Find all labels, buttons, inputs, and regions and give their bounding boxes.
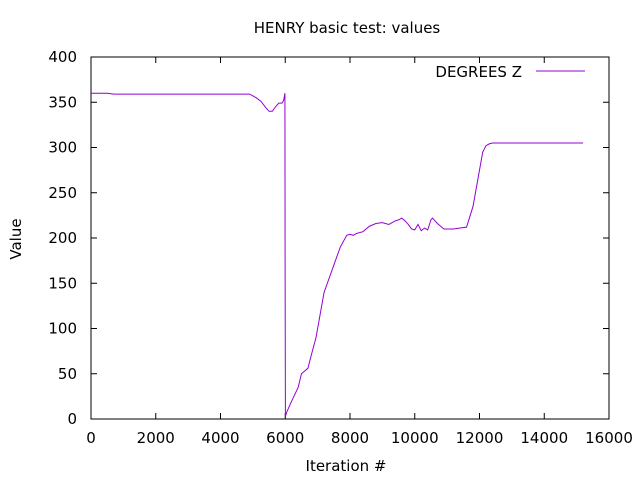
legend-label-degrees-z: DEGREES Z [435,63,522,81]
plot-frame [90,56,610,420]
x-tick-label: 4000 [201,429,239,447]
x-tick-label: 2000 [137,429,175,447]
x-tick-label: 0 [86,429,96,447]
y-tick-label: 300 [48,139,77,157]
y-tick-label: 0 [67,410,77,428]
x-tick-label: 10000 [391,429,439,447]
y-tick-label: 400 [48,48,77,66]
x-tick-label: 14000 [520,429,568,447]
series-line-degrees-z [91,92,584,417]
x-axis-label: Iteration # [306,457,387,475]
legend: DEGREES Z [435,63,585,81]
y-tick-label: 50 [58,365,77,383]
y-tick-label: 250 [48,184,77,202]
y-tick-label: 150 [48,274,77,292]
y-tick-label: 100 [48,320,77,338]
x-tick-label: 6000 [266,429,304,447]
x-axis-ticks: 0 2000 4000 6000 8000 10000 12000 14000 16000 [86,57,633,447]
series-group [91,92,584,417]
x-tick-label: 12000 [456,429,504,447]
y-axis-label: Value [7,218,25,259]
chart-title: HENRY basic test: values [254,19,441,37]
x-tick-label: 8000 [331,429,369,447]
y-tick-label: 200 [48,229,77,247]
x-tick-label: 16000 [585,429,633,447]
y-tick-label: 350 [48,93,77,111]
y-axis-ticks: 0 50 100 150 200 250 300 350 400 [48,48,609,428]
